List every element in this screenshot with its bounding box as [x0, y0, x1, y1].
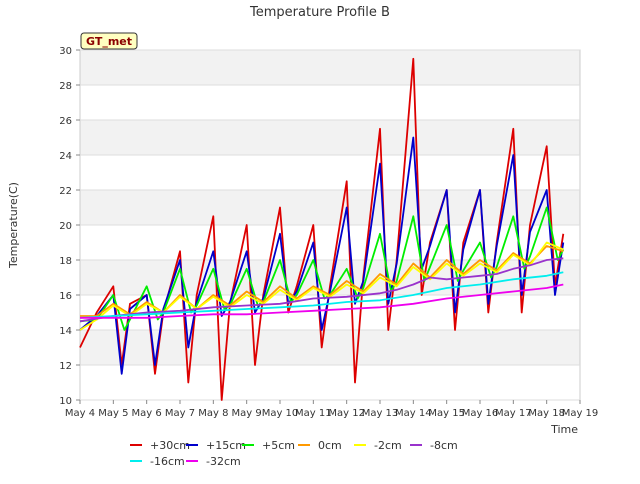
x-tick-label: May 14 — [395, 408, 432, 419]
x-tick-label: May 10 — [262, 408, 299, 419]
legend-label: -16cm — [150, 455, 185, 468]
legend-label: -32cm — [206, 455, 241, 468]
x-tick-label: May 7 — [165, 408, 195, 419]
x-tick-label: May 8 — [198, 408, 228, 419]
legend-item: +30cm — [130, 439, 190, 452]
legend-label: +5cm — [262, 439, 295, 452]
x-tick-label: May 9 — [232, 408, 262, 419]
series-line — [80, 283, 564, 319]
background-band — [80, 365, 580, 400]
chart-title: Temperature Profile B — [249, 5, 390, 20]
legend-item: -8cm — [410, 439, 458, 452]
y-tick-label: 12 — [59, 361, 72, 372]
annotation-text: GT_met — [86, 35, 132, 48]
legend-label: 0cm — [318, 439, 342, 452]
legend-label: -2cm — [374, 439, 402, 452]
y-tick-label: 14 — [59, 326, 72, 337]
x-tick-label: May 5 — [98, 408, 128, 419]
series-line — [79, 257, 564, 323]
legend: +30cm +15cm +5cm 0cm -2cm -8cm -16cm -32cm — [130, 439, 458, 468]
x-axis-label: Time — [550, 423, 578, 436]
x-tick-label: May 6 — [132, 408, 162, 419]
y-tick-label: 18 — [59, 256, 72, 267]
y-tick-label: 20 — [59, 221, 72, 232]
series-line — [79, 206, 565, 331]
background-band — [80, 155, 580, 190]
y-tick-label: 10 — [59, 396, 72, 407]
legend-item: +5cm — [242, 439, 295, 452]
legend-item: -16cm — [130, 455, 185, 468]
series-lines — [79, 57, 565, 401]
y-axis-label: Temperature(C) — [7, 182, 20, 269]
y-tick-label: 16 — [59, 291, 72, 302]
x-tick-label: May 16 — [462, 408, 499, 419]
background-band — [80, 85, 580, 120]
x-tick-label: May 12 — [328, 408, 365, 419]
x-tick-label: May 11 — [295, 408, 332, 419]
legend-item: -32cm — [186, 455, 241, 468]
annotation-box — [80, 32, 138, 50]
background-band — [80, 330, 580, 365]
y-tick-label: 24 — [59, 151, 72, 162]
series-line — [79, 271, 564, 319]
background-band — [80, 120, 580, 155]
x-tick-label: May 18 — [528, 408, 565, 419]
legend-item: 0cm — [298, 439, 342, 452]
y-tick-label: 22 — [59, 186, 72, 197]
x-tick-label: May 4 — [65, 408, 95, 419]
background-band — [80, 190, 580, 225]
x-tick-label: May 13 — [362, 408, 399, 419]
y-tick-label: 30 — [59, 46, 72, 57]
x-tick-label: May 15 — [428, 408, 465, 419]
x-tick-label: May 19 — [562, 408, 599, 419]
y-tick-label: 26 — [59, 116, 72, 127]
legend-label: -8cm — [430, 439, 458, 452]
legend-item: -2cm — [354, 439, 402, 452]
station-annotation: GT_met — [80, 32, 138, 50]
background-band — [80, 50, 580, 85]
x-tick-label: May 17 — [495, 408, 532, 419]
x-axis: May 4 May 5 May 6 May 7 May 8 May 9 May 10May … — [65, 400, 598, 419]
legend-label: +30cm — [150, 439, 190, 452]
legend-label: +15cm — [206, 439, 246, 452]
legend-item: +15cm — [186, 439, 246, 452]
y-tick-label: 28 — [59, 81, 72, 92]
